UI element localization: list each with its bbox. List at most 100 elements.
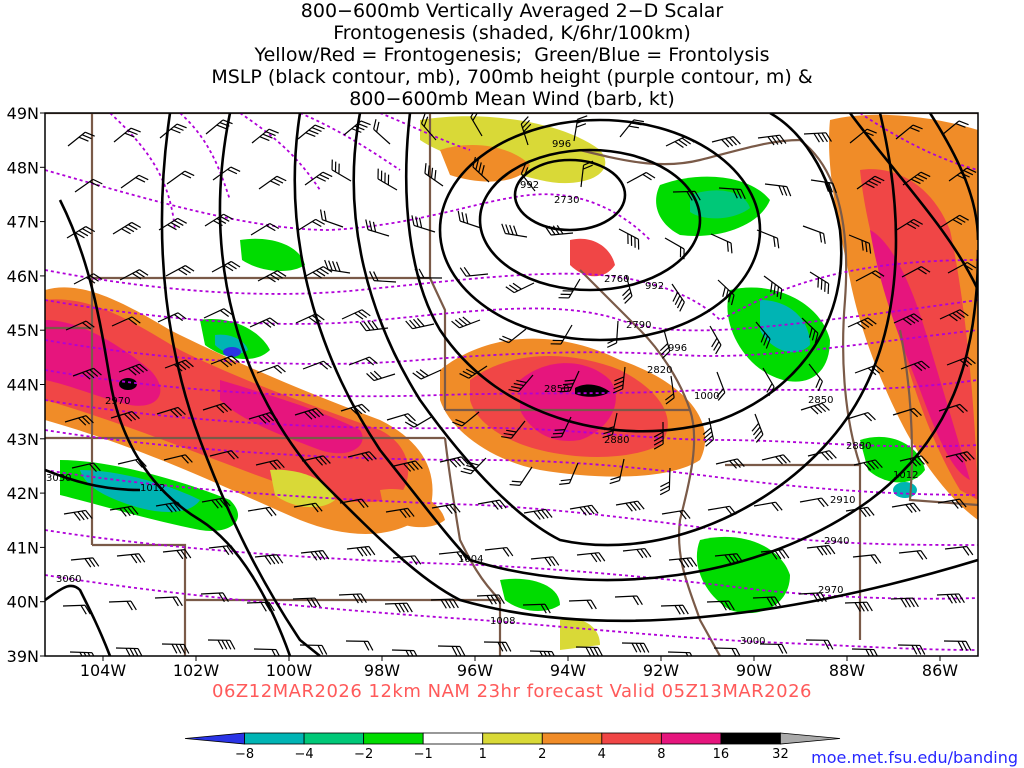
wind-barb	[472, 156, 490, 183]
wind-barb	[439, 456, 469, 468]
longitude-label: 102W	[173, 661, 220, 680]
wind-barb	[805, 639, 834, 650]
wind-barb	[424, 163, 444, 187]
wind-barb	[74, 178, 103, 193]
wind-barb	[405, 318, 435, 330]
wind-barb	[614, 595, 643, 606]
height-label: 2790	[626, 320, 651, 331]
height-label: 2820	[647, 365, 672, 376]
wind-barb	[802, 225, 826, 244]
longitude-label: 100W	[266, 661, 313, 680]
wind-barb	[71, 462, 101, 473]
wind-barb	[762, 367, 775, 397]
longitude-label: 90W	[736, 661, 772, 680]
wind-barb	[706, 600, 735, 611]
wind-barb	[165, 265, 195, 277]
wind-barb	[944, 545, 974, 556]
wind-barb	[895, 124, 923, 140]
colorbar-label: −1	[414, 747, 433, 762]
wind-barb	[756, 229, 780, 249]
wind-barb	[848, 234, 872, 254]
wind-barb	[855, 270, 885, 282]
wind-barb	[431, 503, 461, 515]
plot-title: 800−600mb Vertically Averaged 2−D Scalar…	[0, 0, 1024, 110]
colorbar-label: −4	[295, 747, 314, 762]
wind-barb	[851, 648, 880, 656]
wind-barb	[65, 320, 95, 331]
wind-barb	[846, 412, 876, 422]
wind-barb	[258, 175, 287, 190]
wind-barb	[209, 450, 239, 460]
wind-barb	[452, 411, 480, 427]
wind-barb	[799, 497, 829, 508]
wind-barb	[607, 320, 619, 348]
wind-barb	[211, 260, 241, 273]
wind-barb	[411, 215, 436, 233]
height-label: 2970	[818, 585, 843, 596]
longitude-label: 88W	[829, 661, 865, 680]
wind-barb	[113, 127, 141, 143]
wind-barb	[437, 645, 466, 656]
height-label: 3060	[56, 574, 81, 585]
height-label: 2910	[830, 495, 855, 506]
wind-barb	[569, 504, 599, 516]
wind-barb	[110, 411, 140, 422]
wind-barb	[249, 317, 279, 328]
wind-barb	[890, 597, 919, 608]
wind-barb	[898, 550, 928, 560]
colorbar-swatch	[303, 732, 365, 745]
wind-barb	[853, 459, 883, 471]
wind-barb	[204, 213, 233, 227]
credit-link[interactable]: moe.met.fsu.edu/banding	[811, 748, 1018, 767]
height-label: 2880	[846, 441, 871, 452]
title-line: MSLP (black contour, mb), 700mb height (…	[211, 66, 813, 88]
wind-barb	[292, 597, 321, 608]
colorbar-label: −8	[235, 747, 254, 762]
wind-barb	[717, 279, 735, 306]
wind-barb	[391, 649, 420, 656]
title-line: Frontogenesis (shaded, K/6hr/100km)	[333, 22, 691, 44]
wind-barb	[359, 320, 389, 332]
wind-barb	[559, 462, 579, 485]
wind-barb	[200, 592, 229, 603]
wind-barb	[845, 506, 875, 518]
wind-barb	[295, 313, 325, 324]
wind-barb	[939, 309, 969, 322]
wind-barb	[253, 648, 282, 656]
wind-barb	[947, 261, 977, 274]
wind-barb	[619, 119, 645, 138]
wind-barb	[711, 136, 741, 148]
colorbar-swatch	[601, 732, 662, 745]
wind-barb	[943, 640, 972, 651]
latitude-label: 42N	[7, 484, 39, 503]
wind-barb	[755, 321, 771, 349]
wind-barb	[457, 210, 482, 229]
wind-barb	[345, 640, 374, 651]
colorbar-swatch	[780, 732, 841, 745]
wind-barb	[573, 115, 588, 142]
longitude-label: 104W	[80, 661, 127, 680]
wind-barb	[112, 221, 141, 235]
wind-barb	[120, 174, 149, 189]
wind-barb	[659, 467, 671, 496]
wind-barb	[369, 271, 397, 283]
wind-barb	[109, 505, 139, 517]
wind-barb	[331, 159, 352, 182]
latitude-label: 45N	[7, 321, 39, 340]
wind-barb	[806, 544, 836, 556]
wind-barb	[945, 451, 975, 463]
wind-barb	[255, 459, 285, 470]
wind-barb	[346, 545, 376, 557]
wind-barb	[157, 312, 187, 323]
colorbar-swatch	[660, 732, 722, 745]
wind-barb	[158, 217, 187, 231]
wind-barb	[299, 644, 328, 655]
wind-barb	[159, 123, 187, 139]
colorbar: −8 −4 −2 −1 1 2 4 8 16 32	[184, 732, 841, 762]
mslp-label: 996	[668, 343, 687, 354]
wind-barb	[118, 363, 148, 376]
wind-barb	[247, 506, 277, 517]
height-contours	[45, 113, 978, 651]
wind-barb	[404, 415, 434, 428]
wind-barb	[460, 457, 487, 475]
